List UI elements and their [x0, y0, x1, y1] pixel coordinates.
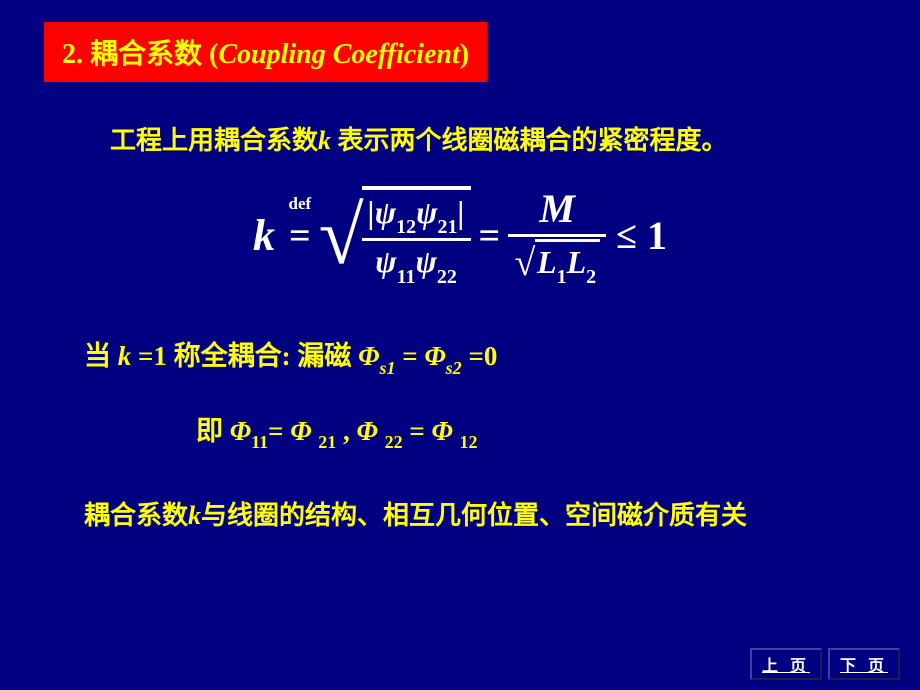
nav-bar: 上 页 下 页	[750, 648, 900, 680]
eq-sign-2: =	[479, 214, 501, 258]
leq-sign: ≤	[616, 214, 637, 258]
intro-prefix: 工程上用耦合系数	[110, 126, 318, 155]
sqrt-fraction: √ |ψ12ψ21| ψ11ψ22	[319, 186, 471, 286]
sqrt-small-icon: √	[514, 248, 535, 278]
frac-denominator: ψ11ψ22	[369, 243, 463, 285]
intro-suffix: 表示两个线圈磁耦合的紧密程度。	[331, 126, 728, 155]
eq-def-equals: def =	[281, 214, 319, 258]
conclusion-line: 耦合系数k与线圈的结构、相互几何位置、空间磁介质有关	[84, 495, 920, 532]
ie-line: 即 Φ11= Φ 21 , Φ 22 = Φ 12	[196, 409, 920, 451]
when-line: 当 k =1 称全耦合: 漏磁 Φs1 = Φs2 =0	[84, 334, 920, 376]
eq-k: k	[253, 210, 275, 261]
eq-one: 1	[647, 212, 667, 259]
title-en: Coupling Coefficient	[218, 39, 459, 70]
title-paren-close: )	[460, 39, 469, 70]
title-cn: 耦合系数	[90, 39, 202, 70]
intro-line: 工程上用耦合系数k 表示两个线圈磁耦合的紧密程度。	[110, 120, 920, 157]
next-page-button[interactable]: 下 页	[828, 648, 900, 680]
frac-bar-2-icon	[508, 234, 606, 237]
eq-sign-1: =	[289, 214, 311, 258]
frac-bar-icon	[362, 238, 471, 241]
section-title: 2. 耦合系数 (Coupling Coefficient)	[44, 22, 487, 82]
frac-ml: M √ L1L2	[508, 185, 606, 286]
equation-block: k def = √ |ψ12ψ21| ψ11ψ22 = M √ L1L2	[0, 185, 920, 286]
def-label: def	[288, 194, 311, 214]
intro-k: k	[318, 126, 331, 155]
sqrt-radical-icon: √	[319, 186, 364, 286]
prev-page-button[interactable]: 上 页	[750, 648, 822, 680]
title-number: 2.	[62, 39, 83, 70]
eq-m: M	[539, 186, 575, 231]
sqrt-l1l2: √ L1L2	[514, 239, 600, 286]
title-paren-open: (	[209, 39, 218, 70]
frac-numerator: |ψ12ψ21|	[362, 194, 471, 236]
